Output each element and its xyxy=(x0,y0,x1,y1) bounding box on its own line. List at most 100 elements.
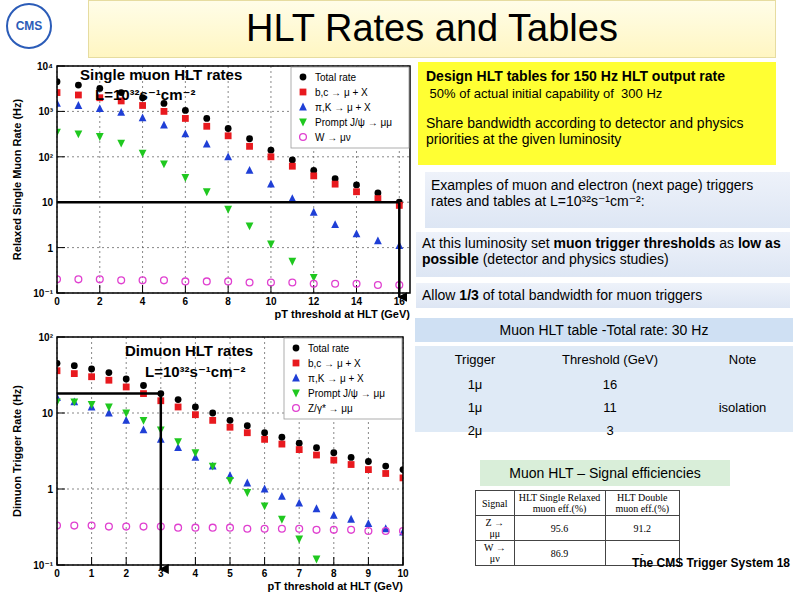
data-group xyxy=(57,360,403,563)
grid-line xyxy=(57,202,410,203)
data-point xyxy=(71,522,78,529)
tick-mark xyxy=(228,285,229,293)
data-point xyxy=(70,398,78,406)
tick-label: 2 xyxy=(123,568,129,579)
data-point xyxy=(225,125,232,132)
data-point xyxy=(267,180,275,188)
chart-subtitle: L=10³²s⁻¹cm⁻² xyxy=(145,363,245,380)
data-point xyxy=(174,438,182,446)
table-header: Threshold (GeV) xyxy=(525,352,695,367)
tick-label: 9 xyxy=(366,568,372,579)
data-point xyxy=(117,140,125,148)
data-point xyxy=(243,479,251,487)
data-point xyxy=(353,188,360,195)
tick-label: 16 xyxy=(394,296,406,307)
chart-1: 10⁻¹11010²012345678910Dimuon HLT ratesL=… xyxy=(11,332,409,592)
table-cell: 3 xyxy=(525,423,695,438)
data-point xyxy=(353,182,360,189)
data-point xyxy=(330,449,337,456)
data-point xyxy=(296,525,303,532)
data-point xyxy=(160,160,168,168)
data-point xyxy=(244,422,251,429)
data-point xyxy=(209,417,216,424)
table-cell: 11 xyxy=(525,400,695,415)
grid-line xyxy=(228,66,229,293)
tick-mark xyxy=(264,557,265,565)
data-point xyxy=(225,278,232,285)
series xyxy=(57,276,403,288)
tick-label: 10 xyxy=(42,197,54,208)
data-point xyxy=(261,485,269,493)
data-point xyxy=(244,525,251,532)
legend-box xyxy=(284,338,402,419)
data-point xyxy=(140,523,147,530)
data-point xyxy=(139,113,147,121)
grid-line xyxy=(126,337,127,565)
muon-table-title: Muon HLT table -Total rate: 30 Hz xyxy=(415,318,793,342)
table-cell: 91.2 xyxy=(605,516,680,541)
grid-line xyxy=(270,66,271,293)
design-box: Design HLT tables for 150 Hz HLT output … xyxy=(418,62,776,165)
table-cell: 2μ xyxy=(425,423,525,438)
data-point xyxy=(88,373,95,380)
data-point xyxy=(289,279,296,286)
allow-box-segment: Allow xyxy=(422,287,459,303)
data-point xyxy=(332,280,339,287)
data-point xyxy=(331,220,339,228)
legend-box xyxy=(291,67,409,148)
logo: CMS xyxy=(6,3,52,49)
threshold-arrow xyxy=(160,394,163,569)
tick-mark xyxy=(142,285,143,293)
data-point xyxy=(246,223,254,231)
legend-swatch xyxy=(299,119,307,127)
tick-label: 1 xyxy=(47,484,53,495)
data-point xyxy=(209,410,216,417)
tick-label: 10 xyxy=(42,408,54,419)
data-point xyxy=(203,140,211,148)
tick-label: 4 xyxy=(193,568,199,579)
data-point xyxy=(279,525,286,532)
data-point xyxy=(261,502,269,510)
allow-box: Allow 1/3 of total bandwidth for muon tr… xyxy=(416,283,790,308)
data-point xyxy=(365,458,372,465)
efficiency-table: SignalHLT Single Relaxed muon eff.(%)HLT… xyxy=(475,490,680,566)
tick-label: 8 xyxy=(225,296,231,307)
data-point xyxy=(244,429,251,436)
tick-label: 4 xyxy=(140,296,146,307)
table-cell: 95.6 xyxy=(514,516,605,541)
data-point xyxy=(246,143,253,150)
plot-frame xyxy=(57,66,410,293)
tick-label: 3 xyxy=(158,568,164,579)
series xyxy=(57,99,403,249)
data-point xyxy=(310,280,317,287)
data-point xyxy=(310,208,318,216)
design-priority: Share bandwidth according to detector an… xyxy=(426,115,768,147)
allow-box-segment: 1/3 xyxy=(459,287,478,303)
legend-swatch xyxy=(293,345,300,352)
footer: The CMS Trigger System 18 xyxy=(540,556,790,570)
tick-mark xyxy=(356,285,357,293)
tick-label: 1 xyxy=(89,568,95,579)
data-point xyxy=(106,523,113,530)
legend-swatch xyxy=(299,103,307,111)
design-heading: Design HLT tables for 150 Hz HLT output … xyxy=(426,68,768,84)
data-point xyxy=(106,377,113,384)
data-point xyxy=(161,108,168,115)
data-point xyxy=(88,401,96,409)
data-point xyxy=(182,115,189,122)
data-point xyxy=(268,153,275,160)
tick-mark xyxy=(299,557,300,565)
thresholds-box: At this luminosity set muon trigger thre… xyxy=(416,232,790,277)
tick-label: 10² xyxy=(39,152,54,163)
series xyxy=(57,522,403,534)
data-point xyxy=(226,477,234,485)
data-point xyxy=(139,150,147,158)
data-point xyxy=(227,417,234,424)
data-point xyxy=(279,441,286,448)
data-point xyxy=(313,504,321,512)
data-point xyxy=(365,466,372,473)
data-point xyxy=(347,515,355,523)
tick-mark xyxy=(57,413,65,414)
data-point xyxy=(203,188,211,196)
data-point xyxy=(71,362,78,369)
